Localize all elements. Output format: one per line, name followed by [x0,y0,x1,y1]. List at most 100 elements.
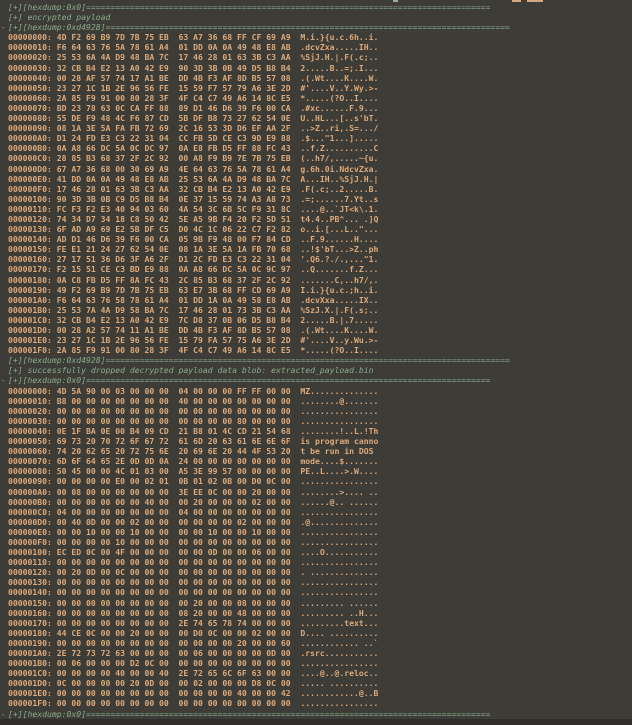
hex-row: 00000160: 00 00 00 00 00 00 00 00 08 20 … [0,608,632,618]
terminal-header-line: [+][hexdump:0xd4928]====================… [0,355,632,365]
line-text: 000001F0: 2A 85 F9 91 00 80 28 3F 4F C4 … [8,345,379,356]
hex-row: 00000150: 00 00 00 00 00 00 00 00 00 20 … [0,598,632,608]
hex-row: 000000F0: 17 46 28 01 63 3B C3 AA 32 CB … [0,184,632,194]
hex-row: 00000120: 00 20 0D 00 0C 00 00 00 00 00 … [0,567,632,577]
hex-row: 00000080: 50 45 00 00 4C 01 03 00 A5 3E … [0,466,632,476]
hex-row: 000001C0: 32 CB B4 E2 13 A0 42 E9 7C D8 … [0,315,632,325]
hex-row: 000000D0: 00 40 0D 00 00 02 00 00 00 00 … [0,517,632,527]
line-text: 000000C0: 28 85 B3 68 37 2F 2C 92 00 A8 … [8,153,379,164]
line-text: 00000120: 00 20 0D 00 0C 00 00 00 00 00 … [8,567,379,578]
line-text: [+][hexdump:0x0]========================… [8,375,491,386]
line-text: 00000160: 00 00 00 00 00 00 00 00 08 20 … [8,607,379,618]
hex-row: 000001D0: 0C 00 00 00 00 20 0D 00 00 02 … [0,678,632,688]
line-text: 00000030: 00 00 00 00 00 00 00 00 00 00 … [8,415,379,426]
line-text: 000001C0: 32 CB B4 E2 13 A0 42 E9 7C D8 … [8,314,379,325]
line-text: 00000100: 90 3D 3B 0B C9 D5 B8 B4 0E 37 … [8,193,379,204]
clipped-previous-line-fragment [527,0,543,2]
hex-row: 00000050: 23 27 1C 1B 2E 96 56 FE 15 59 … [0,83,632,93]
line-text: 00000070: BD 23 78 63 0C CA FF 88 89 D1 … [8,102,379,113]
gutter-dash: - [1,22,6,33]
line-text: 00000140: 00 00 00 00 00 00 00 00 00 00 … [8,587,379,598]
line-text: [+][hexdump:0x0]========================… [8,708,491,719]
hex-row: 00000180: 0A C8 FB D5 FF 8A FC 43 2C 85 … [0,275,632,285]
line-text: 00000140: AD D1 46 D6 39 F6 00 CA 05 9B … [8,234,379,245]
hex-row: 00000110: FC F3 F2 E3 40 94 03 60 4A 54 … [0,204,632,214]
hex-row: 00000170: F2 15 51 CE C3 BD E9 88 0A A8 … [0,264,632,274]
line-text: 00000000: 4D 5A 90 00 03 00 00 00 04 00 … [8,385,379,396]
hex-row: 00000090: 08 1A 3E 5A FA FB 72 69 2C 16 … [0,123,632,133]
line-text: 00000150: 00 00 00 00 00 00 00 00 00 20 … [8,597,379,608]
line-text: 000000F0: 00 00 00 00 10 00 00 00 00 00 … [8,536,379,547]
hex-row: 000001C0: 00 00 00 00 40 00 00 40 2E 72 … [0,668,632,678]
line-text: 00000150: FE E1 21 24 27 62 54 0E 08 1A … [8,244,379,255]
terminal-header-line: - [+][hexdump:0x0]=======================… [0,375,632,385]
line-text: 00000160: 27 17 51 36 D6 3F A6 2F D1 2C … [8,254,379,265]
line-text: 00000070: 6D 6F 64 65 2E 0D 0D 0A 24 00 … [8,456,379,467]
hex-row: 00000000: 4D F2 69 B9 7D 7B 75 EB 63 A7 … [0,32,632,42]
terminal-header-line: - [+][hexdump:0xd4928]===================… [0,22,632,32]
hex-row: 00000140: 00 00 00 00 00 00 00 00 00 00 … [0,587,632,597]
hex-row: 000001F0: 2A 85 F9 91 00 80 28 3F 4F C4 … [0,345,632,355]
hex-row: 000000A0: D1 24 FD E3 C3 22 31 04 CC FB … [0,133,632,143]
line-text: 000001C0: 00 00 00 00 40 00 00 40 2E 72 … [8,668,379,679]
hex-row: 00000130: 00 00 00 00 00 00 00 00 00 00 … [0,577,632,587]
line-text: [+] encrypted payload [8,12,111,23]
hex-row: 00000060: 2A 85 F9 91 00 80 28 3F 4F C4 … [0,93,632,103]
hex-row: 00000190: 00 00 00 00 00 00 00 00 00 00 … [0,638,632,648]
line-text: 000000D0: 67 A7 36 68 00 30 69 A9 4E 64 … [8,163,379,174]
line-text: 00000180: 44 CE 0C 00 00 20 00 00 00 D0 … [8,627,379,638]
line-text: 000001B0: 00 06 00 00 00 D2 0C 00 00 00 … [8,658,379,669]
hex-row: 00000070: BD 23 78 63 0C CA FF 88 89 D1 … [0,103,632,113]
line-text: 00000190: 49 F2 69 B9 7D 7B 75 EB 63 E7 … [8,284,379,295]
hex-row: 00000130: 6F AD A9 69 E2 5B DF C5 D0 4C … [0,224,632,234]
terminal-header-line: [+] successfully dropped decrypted paylo… [0,365,632,375]
hex-row: 00000020: 25 53 6A 4A D9 48 BA 7C 17 46 … [0,52,632,62]
line-text: 000001D0: 00 28 A2 57 74 11 A1 BE DD 4B … [8,325,379,335]
hex-row: 000001A0: F6 64 63 76 58 78 61 A4 01 DD … [0,295,632,305]
line-text: 000000B0: 00 00 00 00 00 00 40 00 00 20 … [8,496,379,507]
hex-row: 000000E0: 41 DD 0A 0A 49 48 E8 AB 25 53 … [0,174,632,184]
line-text: 00000020: 00 00 00 00 00 00 00 00 00 00 … [8,405,379,416]
line-text: 00000180: 0A C8 FB D5 FF 8A FC 43 2C 85 … [8,274,379,285]
hex-row: 000001D0: 00 28 A2 57 74 11 A1 BE DD 4B … [0,325,632,335]
line-text: [+] successfully dropped decrypted paylo… [8,365,374,376]
hex-row: 00000070: 6D 6F 64 65 2E 0D 0D 0A 24 00 … [0,456,632,466]
hex-row: 00000100: EC ED 0C 00 4F 00 00 00 00 00 … [0,547,632,557]
line-text: 00000080: 55 DE F9 48 4C F6 87 CD 5B DF … [8,113,379,124]
hex-row: 00000020: 00 00 00 00 00 00 00 00 00 00 … [0,406,632,416]
hex-row: 000001B0: 25 53 7A 4A D9 58 BA 7C 17 46 … [0,305,632,315]
hex-row: 00000040: 00 28 AF 57 74 17 A1 BE DD 4B … [0,73,632,83]
line-text: 000001F0: 00 00 00 00 00 00 00 00 00 00 … [8,698,379,709]
hex-row: 000000D0: 67 A7 36 68 00 30 69 A9 4E 64 … [0,164,632,174]
hex-row: 00000120: 74 34 D7 34 18 C8 50 42 5E A5 … [0,214,632,224]
hex-row: 000000B0: 0A A8 66 DC 5A 0C DC 97 0A E8 … [0,143,632,153]
line-text: [+][hexdump:0xd4928]====================… [8,22,510,33]
line-text: 00000050: 69 73 20 70 72 6F 67 72 61 6D … [8,436,379,447]
line-text: 000000A0: 00 08 00 00 00 00 00 00 3E EE … [8,486,379,497]
line-text: 00000050: 23 27 1C 1B 2E 96 56 FE 15 59 … [8,82,379,93]
gutter-dash: - [1,708,6,719]
hex-row: 00000030: 32 CB B4 E2 13 A0 42 E9 90 3D … [0,63,632,73]
line-text: [+][hexdump:0x0]========================… [8,2,491,12]
line-text: 000001E0: 00 00 00 00 00 00 00 00 00 00 … [8,688,379,699]
line-text: 00000040: 00 28 AF 57 74 17 A1 BE DD 4B … [8,72,379,83]
hex-row: 000001F0: 00 00 00 00 00 00 00 00 00 00 … [0,698,632,708]
line-text: 00000130: 00 00 00 00 00 00 00 00 00 00 … [8,577,379,588]
line-text: 00000170: F2 15 51 CE C3 BD E9 88 0A A8 … [8,264,379,275]
line-text: 00000100: EC ED 0C 00 4F 00 00 00 00 00 … [8,547,379,558]
hex-row: 00000150: FE E1 21 24 27 62 54 0E 08 1A … [0,244,632,254]
line-text: 00000090: 08 1A 3E 5A FA FB 72 69 2C 16 … [8,123,379,134]
hex-row: 000000C0: 28 85 B3 68 37 2F 2C 92 00 A8 … [0,153,632,163]
hex-row: 000001E0: 23 27 1C 1B 2E 96 56 FE 15 79 … [0,335,632,345]
line-text: 000001B0: 25 53 7A 4A D9 58 BA 7C 17 46 … [8,304,379,315]
line-text: 00000170: 00 00 00 00 00 00 00 00 2E 74 … [8,617,379,628]
hex-row: 00000110: 00 00 00 00 00 00 00 00 00 00 … [0,557,632,567]
line-text: 00000090: 00 00 00 00 E0 00 02 01 0B 01 … [8,476,379,487]
hex-row: 00000140: AD D1 46 D6 39 F6 00 CA 05 9B … [0,234,632,244]
hex-row: 000001B0: 00 06 00 00 00 D2 0C 00 00 00 … [0,658,632,668]
hex-row: 000000B0: 00 00 00 00 00 00 40 00 00 20 … [0,497,632,507]
line-text: 000000A0: D1 24 FD E3 C3 22 31 04 CC FB … [8,133,379,144]
hex-row: 000000E0: 00 00 10 00 00 10 00 00 00 00 … [0,527,632,537]
clipped-previous-line-fragment [393,0,398,2]
